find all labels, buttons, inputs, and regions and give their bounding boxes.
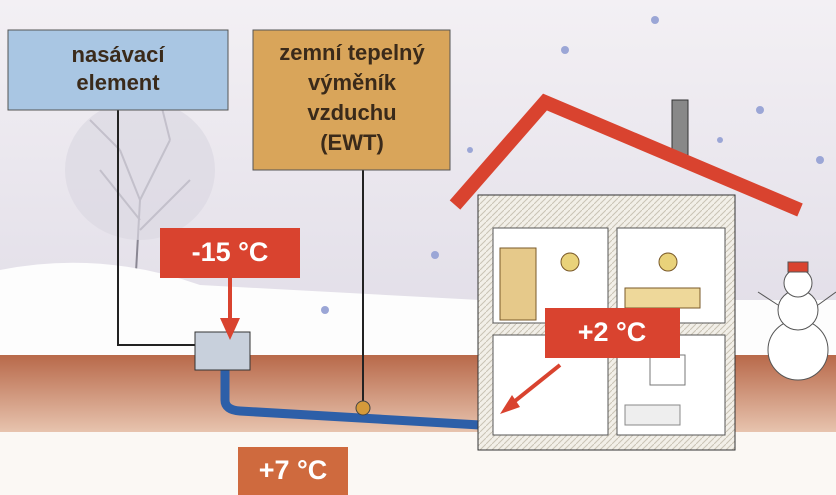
label-text: vzduchu xyxy=(307,100,396,125)
temp-label: +2 °C xyxy=(578,317,647,347)
label-text: výměník xyxy=(308,70,397,95)
ewt-marker xyxy=(356,401,370,415)
page: nasávací element zemní tepelný výměník v… xyxy=(0,0,836,495)
intake-box xyxy=(195,332,250,370)
label-text: (EWT) xyxy=(320,130,384,155)
label-text: zemní tepelný xyxy=(279,40,425,65)
label-text: nasávací xyxy=(72,42,166,67)
temp-label: +7 °C xyxy=(259,455,328,485)
temp-label: -15 °C xyxy=(192,237,269,267)
diagram: nasávací element zemní tepelný výměník v… xyxy=(0,0,836,495)
label-text: element xyxy=(76,70,160,95)
